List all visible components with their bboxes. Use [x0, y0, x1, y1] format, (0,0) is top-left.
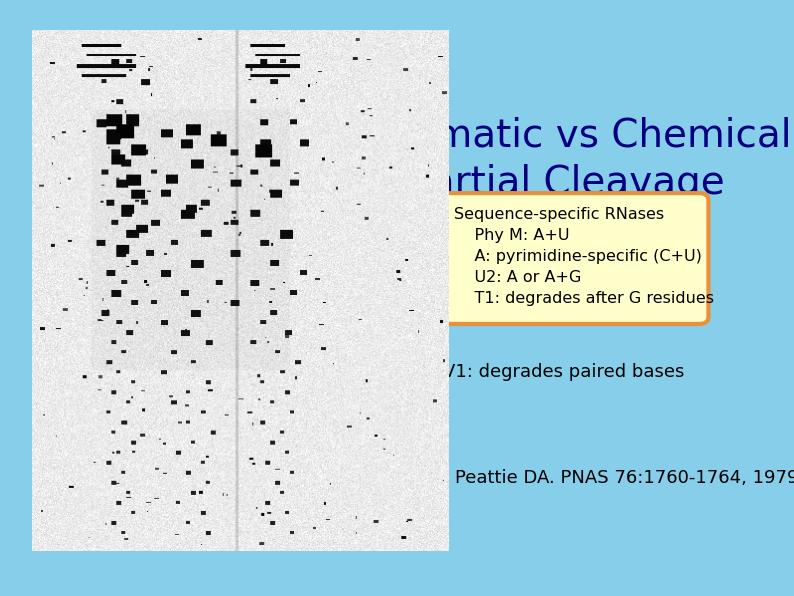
Text: Peattie DA. PNAS 76:1760-1764, 1979.: Peattie DA. PNAS 76:1760-1764, 1979. — [455, 468, 794, 487]
FancyBboxPatch shape — [437, 193, 708, 324]
Text: V1: degrades paired bases: V1: degrades paired bases — [443, 363, 684, 381]
Text: chemical: chemical — [302, 506, 399, 525]
Text: Enzymatic vs Chemical
Partial Cleavage
of RNA: Enzymatic vs Chemical Partial Cleavage o… — [342, 117, 792, 249]
Text: enzymatic: enzymatic — [151, 506, 263, 525]
Text: Sequence-specific RNases
    Phy M: A+U
    A: pyrimidine-specific (C+U)
    U2:: Sequence-specific RNases Phy M: A+U A: p… — [454, 207, 715, 306]
